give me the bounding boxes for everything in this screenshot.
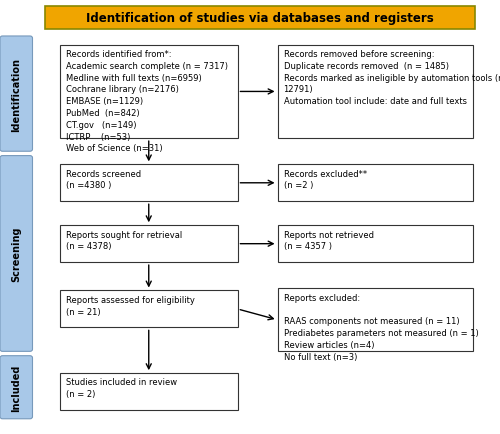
Text: Identification: Identification [11, 57, 22, 132]
Text: Included: Included [11, 364, 21, 411]
Text: Records identified from*:
Academic search complete (n = 7317)
Medline with full : Records identified from*: Academic searc… [66, 50, 228, 153]
FancyBboxPatch shape [278, 165, 472, 202]
Text: Reports excluded:

RAAS components not measured (n = 11)
Prediabetes parameters : Reports excluded: RAAS components not me… [284, 293, 478, 361]
FancyBboxPatch shape [60, 46, 238, 139]
Text: Records removed before screening:
Duplicate records removed  (n = 1485)
Records : Records removed before screening: Duplic… [284, 50, 500, 106]
Text: Reports not retrieved
(n = 4357 ): Reports not retrieved (n = 4357 ) [284, 230, 374, 251]
FancyBboxPatch shape [0, 356, 32, 419]
FancyBboxPatch shape [278, 226, 472, 263]
FancyBboxPatch shape [278, 289, 472, 352]
FancyBboxPatch shape [60, 373, 238, 410]
FancyBboxPatch shape [60, 291, 238, 328]
FancyBboxPatch shape [278, 46, 472, 139]
FancyBboxPatch shape [60, 226, 238, 263]
FancyBboxPatch shape [0, 156, 32, 352]
FancyBboxPatch shape [0, 37, 32, 152]
Text: Reports assessed for eligibility
(n = 21): Reports assessed for eligibility (n = 21… [66, 295, 195, 316]
Text: Identification of studies via databases and registers: Identification of studies via databases … [86, 12, 434, 25]
Text: Studies included in review
(n = 2): Studies included in review (n = 2) [66, 378, 177, 398]
Text: Screening: Screening [11, 226, 21, 282]
Text: Records excluded**
(n =2 ): Records excluded** (n =2 ) [284, 169, 366, 190]
FancyBboxPatch shape [60, 165, 238, 202]
Text: Records screened
(n =4380 ): Records screened (n =4380 ) [66, 169, 141, 190]
FancyBboxPatch shape [45, 7, 475, 30]
Text: Reports sought for retrieval
(n = 4378): Reports sought for retrieval (n = 4378) [66, 230, 182, 251]
